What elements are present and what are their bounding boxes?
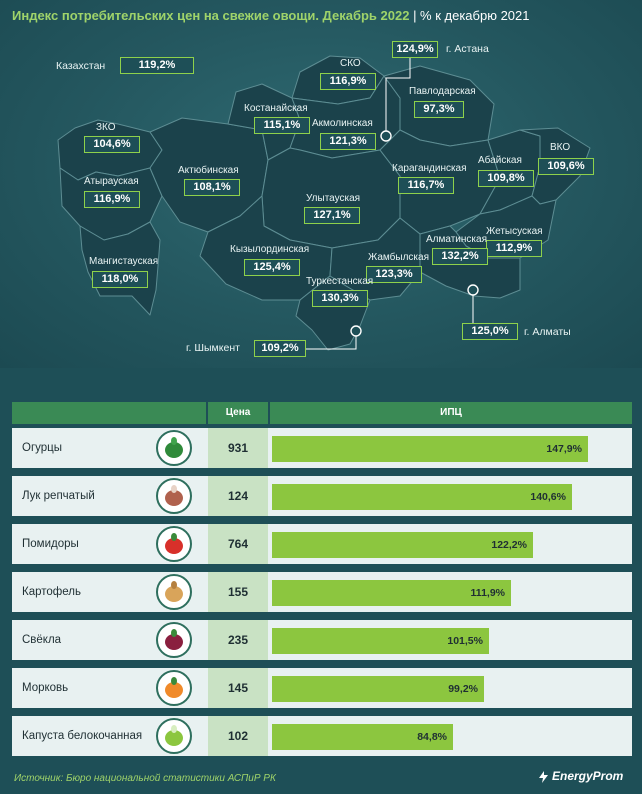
region-label-turkestan: Туркестанская — [306, 276, 374, 287]
region-label-almaty: Алматинская — [426, 234, 487, 245]
price-cell — [208, 716, 268, 756]
region-value-karaganda: 116,7% — [398, 177, 454, 194]
vegetable-name: Капуста белокочанная — [22, 730, 143, 742]
price-value: 124 — [227, 489, 249, 503]
region-label-karaganda: Карагандинская — [392, 163, 467, 174]
region-value-zko: 104,6% — [84, 136, 140, 153]
vegetable-name: Свёкла — [22, 634, 62, 646]
region-label-mangystau: Мангистауская — [89, 256, 159, 267]
title-main: Индекс потребительских цен на свежие ово… — [12, 8, 410, 23]
region-label-pavlodar: Павлодарская — [409, 86, 476, 97]
region-value-vko: 109,6% — [538, 158, 594, 175]
cpi-bar-label: 111,9% — [470, 587, 505, 599]
vegetable-name: Картофель — [22, 586, 81, 598]
region-label-kyzylorda: Кызылординская — [230, 244, 310, 255]
cpi-bar: 84,8% — [272, 724, 453, 750]
almaty-marker — [467, 284, 479, 296]
city-label-almaty: г. Алматы — [524, 326, 571, 338]
region-label-abay: Абайская — [478, 155, 522, 166]
region-value-pavlodar: 97,3% — [414, 101, 464, 118]
cpi-bar-label: 147,9% — [546, 443, 582, 455]
cpi-bar-label: 101,5% — [447, 635, 483, 647]
country-label: Казахстан — [56, 60, 106, 72]
source-note: Источник: Бюро национальной статистики А… — [14, 773, 276, 784]
region-value-mangystau: 118,0% — [92, 271, 148, 288]
price-cell — [208, 428, 268, 468]
city-value-astana: 124,9% — [392, 41, 438, 58]
price-value: 155 — [227, 585, 249, 599]
table-header-cpi: ИПЦ — [270, 402, 632, 424]
region-value-abay: 109,8% — [478, 170, 534, 187]
region-value-zhetysu: 112,9% — [486, 240, 542, 257]
title-unit: | % к декабрю 2021 — [413, 8, 530, 23]
region-label-ulytau: Улытауская — [306, 193, 361, 204]
country-value: 119,2% — [120, 57, 194, 74]
cpi-bar-label: 99,2% — [448, 683, 478, 695]
city-value-almaty: 125,0% — [462, 323, 518, 340]
region-value-akmola: 121,3% — [320, 133, 376, 150]
region-value-atyrau: 116,9% — [84, 191, 140, 208]
cpi-bar: 140,6% — [272, 484, 572, 510]
beet-icon — [156, 622, 192, 658]
region-label-zko: ЗКО — [96, 122, 116, 133]
cpi-bar-label: 122,2% — [491, 539, 527, 551]
table-header-price: Цена — [208, 402, 268, 424]
cpi-bar: 122,2% — [272, 532, 533, 558]
cpi-bar: 101,5% — [272, 628, 489, 654]
region-value-ulytau: 127,1% — [304, 207, 360, 224]
price-cell — [208, 476, 268, 516]
cpi-bar-label: 140,6% — [530, 491, 566, 503]
region-label-kostanay: Костанайская — [244, 103, 308, 114]
astana-marker — [380, 130, 392, 142]
region-label-aktobe: Актюбинская — [178, 165, 239, 176]
shymkent-marker — [350, 325, 362, 337]
price-cell — [208, 572, 268, 612]
region-label-zhetysu: Жетысуская — [486, 226, 543, 237]
cucumber-icon — [156, 430, 192, 466]
city-value-shymkent: 109,2% — [254, 340, 306, 357]
vegetable-name: Лук репчатый — [22, 490, 95, 502]
cpi-bar: 147,9% — [272, 436, 588, 462]
region-value-kyzylorda: 125,4% — [244, 259, 300, 276]
price-cell — [208, 524, 268, 564]
region-label-sko: СКО — [340, 58, 361, 69]
onion-icon — [156, 478, 192, 514]
region-value-kostanay: 115,1% — [254, 117, 310, 134]
region-value-aktobe: 108,1% — [184, 179, 240, 196]
price-value: 145 — [227, 681, 249, 695]
region-label-atyrau: Атырауская — [84, 176, 139, 187]
region-value-sko: 116,9% — [320, 73, 376, 90]
energyprom-logo-mark — [539, 771, 548, 783]
region-value-zhambyl: 123,3% — [366, 266, 422, 283]
energyprom-logo: EnergyProm — [552, 769, 624, 783]
region-label-akmola: Акмолинская — [312, 118, 373, 129]
vegetable-name: Огурцы — [22, 442, 63, 454]
price-value: 931 — [227, 441, 249, 455]
cabbage-icon — [156, 718, 192, 754]
region-label-vko: ВКО — [550, 142, 571, 153]
carrot-icon — [156, 670, 192, 706]
price-value: 235 — [227, 633, 249, 647]
tomato-icon — [156, 526, 192, 562]
potato-icon — [156, 574, 192, 610]
price-value: 764 — [227, 537, 249, 551]
city-label-astana: г. Астана — [446, 43, 489, 55]
vegetable-name: Морковь — [22, 682, 69, 694]
city-label-shymkent: г. Шымкент — [186, 342, 240, 354]
cpi-bar-label: 84,8% — [417, 731, 447, 743]
price-cell — [208, 668, 268, 708]
cpi-bar: 99,2% — [272, 676, 484, 702]
price-value: 102 — [227, 729, 249, 743]
region-value-turkestan: 130,3% — [312, 290, 368, 307]
map-mangystau — [79, 221, 161, 316]
region-label-zhambyl: Жамбылская — [368, 252, 429, 263]
page-title: Индекс потребительских цен на свежие ово… — [12, 8, 530, 23]
price-cell — [208, 620, 268, 660]
cpi-bar: 111,9% — [272, 580, 511, 606]
table-header-name — [12, 402, 206, 424]
region-value-almaty: 132,2% — [432, 248, 488, 265]
vegetable-name: Помидоры — [22, 538, 79, 550]
